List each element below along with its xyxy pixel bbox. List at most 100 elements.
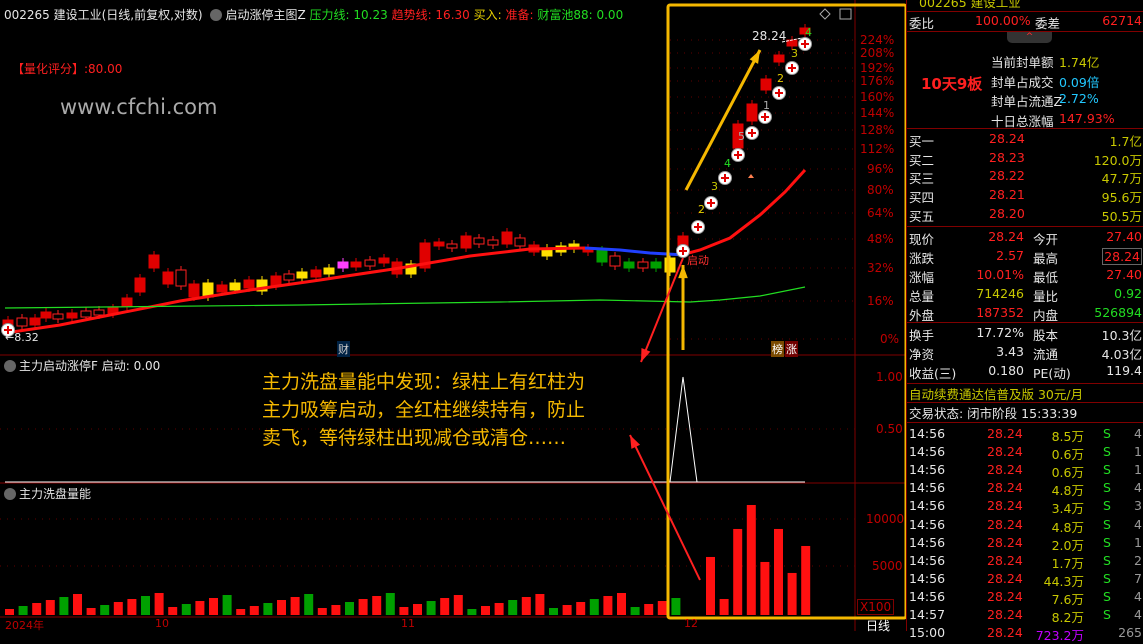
candle — [175, 269, 187, 287]
volume-bar — [209, 598, 218, 615]
buy-marker-icon — [734, 151, 742, 159]
volume-bar — [100, 605, 110, 615]
limit-count: 5 — [738, 130, 745, 143]
fund-value: 3.43 — [996, 344, 1024, 359]
indicator-name[interactable]: 启动涨停主图Z — [225, 8, 306, 22]
candle — [473, 237, 485, 245]
collapse-button[interactable]: ^ — [1007, 32, 1052, 43]
buy-signal: 买入: — [473, 8, 502, 22]
bid-price: 28.21 — [989, 187, 1025, 203]
up-triangle-icon — [748, 174, 754, 178]
bid-volume: 120.0万 — [1093, 152, 1142, 168]
fund-label: 流通 — [1033, 347, 1059, 362]
trade-volume: 1.7万 — [1051, 555, 1084, 571]
candle — [40, 311, 52, 319]
volume-bar — [18, 606, 28, 615]
candle — [16, 317, 28, 327]
quote-row: 涨跌 2.57 最高 28.24 — [909, 248, 1142, 266]
trade-count: 1 — [1134, 444, 1142, 460]
trade-count: 2 — [1134, 552, 1142, 568]
collapse-icon[interactable] — [4, 360, 16, 372]
trade-volume: 8.2万 — [1051, 610, 1084, 625]
cai-badge[interactable]: 财 — [337, 341, 350, 357]
quote-value: 0.92 — [1114, 286, 1142, 301]
seal-value: 0.09倍 — [1059, 74, 1100, 90]
pct-tick: 160% — [860, 90, 895, 104]
fund-value: 17.72% — [976, 325, 1024, 340]
collapse-icon[interactable] — [4, 488, 16, 500]
quote-value: 10.01% — [976, 267, 1024, 282]
candle — [433, 241, 445, 247]
trade-side: S — [1103, 516, 1111, 532]
promo-link[interactable]: 自动续费通达信普及版 30元/月 — [909, 384, 1142, 402]
volume-bar — [222, 595, 232, 615]
trade-time: 14:56 — [909, 588, 946, 604]
candle — [637, 261, 649, 269]
volume-bar — [481, 606, 490, 615]
sub1-title: 主力启动涨停F 启动: 0.00 — [19, 359, 161, 373]
period-selector[interactable]: 日线 — [866, 619, 891, 633]
trade-volume: 4.8万 — [1051, 519, 1084, 535]
trade-time: 14:56 — [909, 498, 946, 514]
candle — [460, 235, 472, 249]
trade-row: 14:56 28.24 8.5万 S 4 — [909, 426, 1142, 444]
candle — [650, 261, 662, 269]
limit-count: 3 — [711, 180, 718, 193]
long-ma-line — [4, 286, 806, 309]
seal-label: 当前封单额 — [991, 55, 1054, 70]
volume-bar — [399, 607, 409, 615]
trade-volume: 4.8万 — [1051, 483, 1084, 499]
seal-row: 封单占成交 0.09倍 — [909, 72, 1142, 90]
buy-marker-icon — [707, 199, 715, 207]
kline-chart[interactable] — [0, 0, 906, 631]
trade-time: 14:56 — [909, 516, 946, 532]
buy-marker-icon — [761, 113, 769, 121]
limit-count: 2 — [777, 72, 784, 85]
volume-bar — [426, 601, 436, 615]
candle — [310, 269, 322, 278]
trade-row: 15:00 28.24 723.2万 265 — [909, 625, 1142, 643]
candle — [364, 259, 376, 267]
candle — [29, 317, 41, 326]
bid-price: 28.23 — [989, 149, 1025, 165]
volume-bar — [331, 605, 341, 615]
volume-bar — [290, 597, 300, 615]
fund-value: 4.03亿 — [1101, 347, 1142, 362]
bang-badge[interactable]: 榜 — [771, 341, 784, 357]
trade-volume: 8.5万 — [1051, 429, 1084, 444]
bid-row: 买一 28.24 1.7亿 — [909, 131, 1142, 149]
pct-tick: 192% — [860, 61, 895, 75]
volume-bar — [45, 600, 55, 615]
fund-label: 收益(三) — [909, 366, 957, 381]
zhang-badge[interactable]: 涨 — [785, 341, 798, 357]
limit-count: 3 — [791, 47, 798, 60]
trade-row: 14:56 28.24 0.6万 S 1 — [909, 462, 1142, 480]
pct-tick: 16% — [867, 294, 894, 308]
candle — [283, 273, 295, 281]
quote-value: 27.40 — [1106, 229, 1142, 244]
trade-time: 14:56 — [909, 462, 946, 478]
pointer-arrow-head — [630, 435, 641, 449]
seal-row: 封单占流通Z 2.72% — [909, 91, 1142, 109]
weibi-row: 委比 100.00% 委差 62714 — [909, 13, 1142, 31]
volume-bar — [760, 561, 770, 615]
fund-value: 0.180 — [988, 363, 1024, 378]
trade-row: 14:56 28.24 0.6万 S 1 — [909, 444, 1142, 462]
quote-row: 外盘 187352 内盘 526894 — [909, 305, 1142, 323]
pct-tick: 176% — [860, 74, 895, 88]
trade-count: 7 — [1134, 570, 1142, 586]
quote-value: 714246 — [976, 286, 1024, 301]
volume-bar — [671, 598, 681, 615]
seal-row: 当前封单额 1.74亿 — [909, 52, 1142, 70]
trade-row: 14:57 28.24 8.2万 S 4 — [909, 607, 1142, 625]
quant-score: 【量化评分】:80.00 — [12, 62, 123, 76]
trade-count: 1 — [1134, 462, 1142, 478]
candle — [148, 254, 160, 269]
trade-row: 14:56 28.24 3.4万 S 3 — [909, 498, 1142, 516]
candle — [350, 261, 362, 268]
weibi-label: 委比 — [909, 16, 935, 31]
ma-line — [684, 168, 807, 256]
pct-tick: 48% — [867, 232, 894, 246]
indicator-menu-icon[interactable] — [210, 9, 223, 21]
volume-bar — [746, 504, 756, 615]
